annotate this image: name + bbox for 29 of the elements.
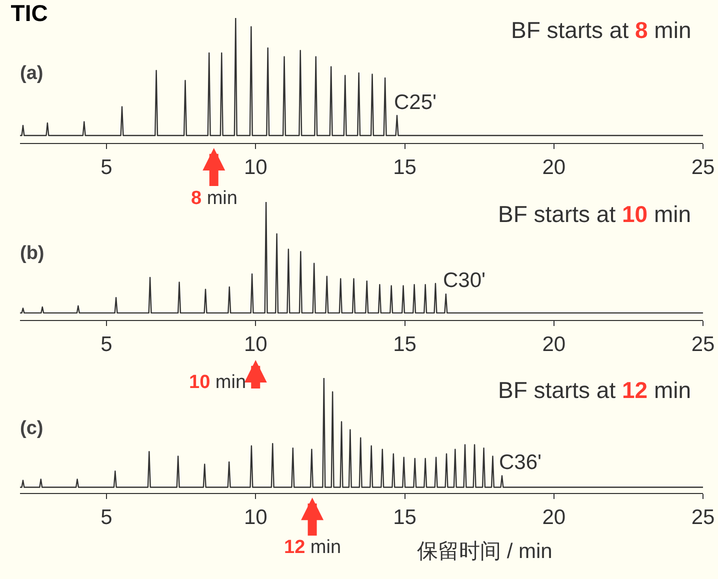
x-tick-label: 15	[393, 506, 416, 530]
annotation: (c)	[20, 418, 44, 439]
x-tick-label: 10	[244, 333, 268, 356]
chart-title: TIC	[10, 0, 48, 26]
annotation: BF starts at 8 min	[511, 17, 692, 43]
ref-line-label: 10 min	[189, 372, 246, 393]
annotation: (a)	[20, 63, 44, 84]
x-tick-label: 25	[691, 333, 715, 356]
x-axis-title: 保留时间 / min	[417, 540, 552, 563]
annotation: BF starts at 12 min	[498, 377, 692, 403]
annotation: C36'	[499, 451, 542, 474]
x-tick-label: 25	[691, 156, 715, 180]
x-tick-label: 5	[100, 506, 112, 530]
x-tick-label: 15	[393, 333, 416, 356]
x-tick-label: 10	[244, 506, 268, 530]
x-tick-label: 5	[100, 333, 112, 356]
x-tick-label: 5	[100, 156, 112, 180]
annotation: (b)	[20, 243, 44, 264]
annotation: C25'	[394, 91, 437, 114]
annotation: BF starts at 10 min	[498, 201, 692, 227]
annotation: C30'	[443, 269, 486, 292]
x-tick-label: 10	[244, 156, 268, 180]
ref-line-label: 12 min	[284, 537, 342, 558]
ref-line-label: 8 min	[191, 188, 238, 209]
x-tick-label: 20	[542, 156, 566, 180]
x-tick-label: 25	[691, 506, 715, 530]
x-tick-label: 20	[542, 333, 566, 356]
x-tick-label: 20	[542, 506, 566, 530]
x-tick-label: 15	[393, 156, 416, 180]
